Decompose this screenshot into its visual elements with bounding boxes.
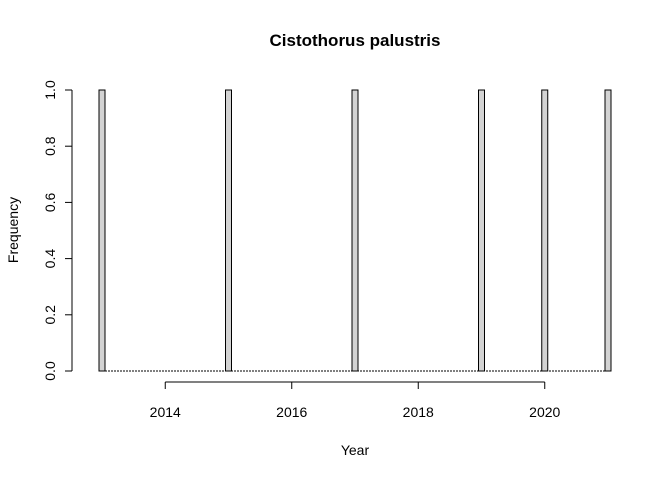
bar-2017 [351, 89, 359, 372]
y-tick-label: 0.8 [42, 136, 58, 156]
y-tick-label: 0.4 [42, 249, 58, 269]
y-tick-label: 0.2 [42, 305, 58, 325]
chart-title: Cistothorus palustris [270, 31, 441, 50]
bar-2019 [478, 89, 485, 372]
bars-group [98, 89, 612, 372]
y-axis: 0.0 0.2 0.4 0.6 0.8 1.0 [42, 80, 73, 381]
bar-2015 [225, 89, 232, 372]
bar-2013 [98, 89, 106, 372]
y-tick-label: 0.6 [42, 192, 58, 212]
x-tick-label: 2016 [276, 404, 307, 420]
y-axis-label: Frequency [5, 197, 21, 263]
x-tick-label: 2014 [150, 404, 181, 420]
x-axis: 2014 2016 2018 2020 [150, 381, 561, 420]
bar-2020 [541, 89, 549, 372]
x-tick-label: 2018 [403, 404, 434, 420]
y-tick-label: 1.0 [42, 80, 58, 100]
y-tick-label: 0.0 [42, 361, 58, 381]
bar-2021 [604, 89, 612, 372]
x-axis-label: Year [341, 442, 370, 458]
x-tick-label: 2020 [529, 404, 560, 420]
